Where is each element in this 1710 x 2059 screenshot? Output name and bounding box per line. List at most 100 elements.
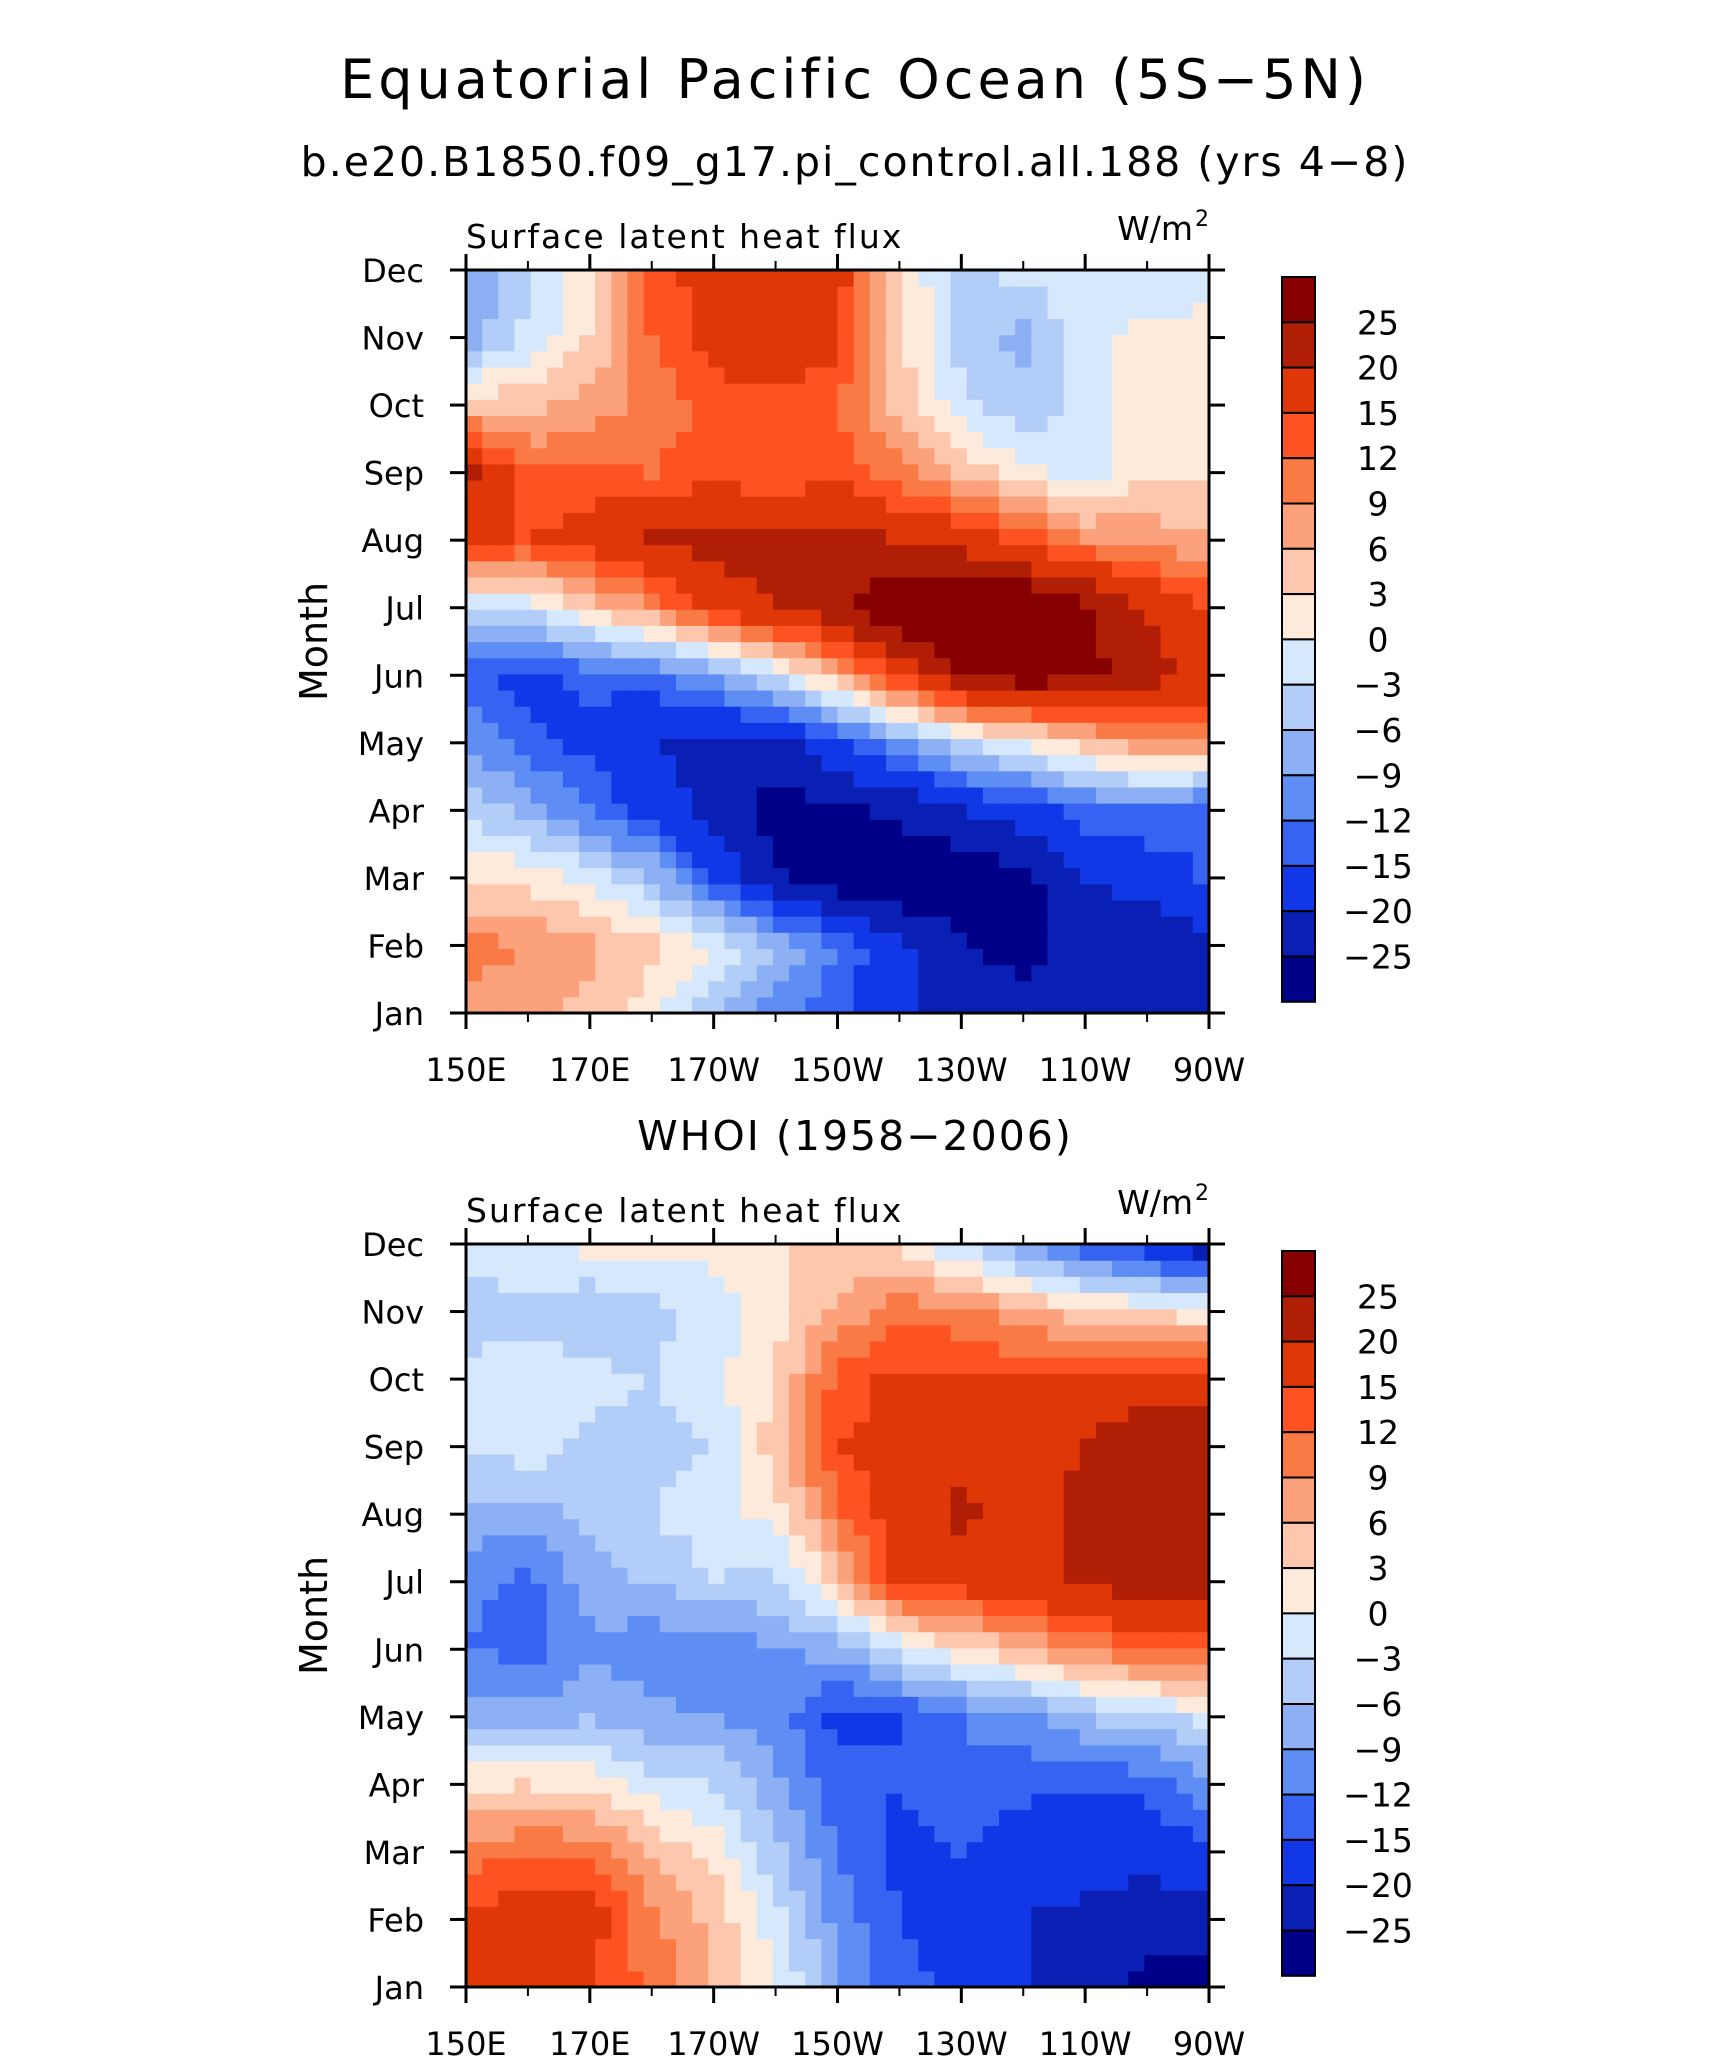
heatmap-cell [1160,1244,1178,1261]
heatmap-cell [1063,1647,1081,1665]
heatmap-cell [966,1389,984,1407]
heatmap-cell [708,835,726,853]
heatmap-cell [579,1244,596,1261]
heatmap-cell [821,1777,839,1794]
heatmap-cell [1112,544,1129,562]
heatmap-cell [1079,350,1097,368]
heatmap-cell [611,318,629,336]
heatmap-cell [724,1260,742,1277]
heatmap-cell [627,1809,645,1827]
heatmap-cell [966,819,984,836]
colorbar-swatch [1281,1250,1316,1298]
heatmap-cell [466,1308,483,1326]
heatmap-cell [837,479,855,497]
heatmap-cell [627,1567,645,1584]
heatmap-cell [1015,1954,1032,1972]
heatmap-cell [1176,689,1194,707]
heatmap-cell [934,496,952,513]
heatmap-cell [853,1260,871,1277]
heatmap-cell [498,1890,516,1907]
heatmap-cell [1128,1825,1145,1843]
heatmap-cell [1176,1728,1194,1746]
heatmap-cell [982,964,1000,982]
heatmap-cell [982,1744,1000,1762]
heatmap-cell [675,479,693,497]
heatmap-cell [950,1244,968,1261]
heatmap-cell [740,1728,758,1746]
heatmap-cell [498,1922,516,1940]
heatmap-cell [1112,447,1129,465]
heatmap-cell [885,641,903,659]
heatmap-cell [1112,1615,1129,1633]
heatmap-cell [643,835,661,853]
heatmap-cell [837,1518,855,1536]
heatmap-cell [724,1583,742,1600]
heatmap-cell [659,883,677,901]
heatmap-cell [982,1712,1000,1730]
heatmap-cell [950,722,968,740]
heatmap-cell [999,350,1016,368]
heatmap-cell [740,1550,758,1568]
heatmap-cell [1015,803,1032,820]
heatmap-cell [546,1292,564,1310]
heatmap-cell [514,270,532,287]
heatmap-cell [1176,560,1194,578]
heatmap-cell [756,1534,774,1552]
heatmap-cell [740,899,758,917]
heatmap-cell [950,673,968,691]
heatmap-cell [692,916,709,933]
heatmap-cell [837,609,855,626]
heatmap-cell [546,512,564,530]
heatmap-cell [498,980,516,998]
heatmap-cell [885,334,903,352]
heatmap-cell [885,851,903,869]
heatmap-cell [643,1389,661,1407]
heatmap-cell [740,867,758,885]
heatmap-cell [756,673,774,691]
heatmap-cell [966,835,984,853]
heatmap-cell [482,1567,499,1584]
heatmap-cell [837,641,855,659]
heatmap-cell [530,996,548,1014]
heatmap-cell [708,1793,726,1810]
heatmap-cell [466,851,483,869]
heatmap-cell [934,1389,952,1407]
heatmap-cell [514,1373,532,1390]
heatmap-cell [724,786,742,804]
colorbar-label: −6 [1354,1685,1403,1724]
heatmap-cell [1192,350,1210,368]
heatmap-cell [869,560,887,578]
heatmap-cell [611,996,629,1014]
heatmap-cell [1176,383,1194,400]
heatmap-cell [1063,899,1081,917]
heatmap-cell [530,302,548,320]
heatmap-cell [1128,1728,1145,1746]
heatmap-cell [595,738,612,756]
heatmap-cell [789,980,806,998]
heatmap-cell [902,447,919,465]
heatmap-cell [853,867,871,885]
heatmap-cell [885,738,903,756]
heatmap-cell [853,1324,871,1342]
heatmap-cell [1192,1857,1210,1875]
heatmap-cell [498,1744,516,1762]
heatmap-cell [1192,1793,1210,1810]
heatmap-cell [740,1340,758,1358]
heatmap-cell [756,366,774,384]
heatmap-cell [1176,1486,1194,1504]
heatmap-cell [772,479,790,497]
heatmap-cell [1079,786,1097,804]
heatmap-cell [837,1696,855,1714]
heatmap-cell [789,318,806,336]
heatmap-cell [627,1437,645,1455]
heatmap-cell [708,1373,726,1390]
heatmap-cell [966,1793,984,1810]
heatmap-cell [498,399,516,416]
heatmap-cell [740,1389,758,1407]
heatmap-cell [1144,1906,1162,1923]
heatmap-cell [756,528,774,546]
heatmap-cell [724,1453,742,1471]
heatmap-cell [934,1437,952,1455]
heatmap-cell [595,1954,612,1972]
